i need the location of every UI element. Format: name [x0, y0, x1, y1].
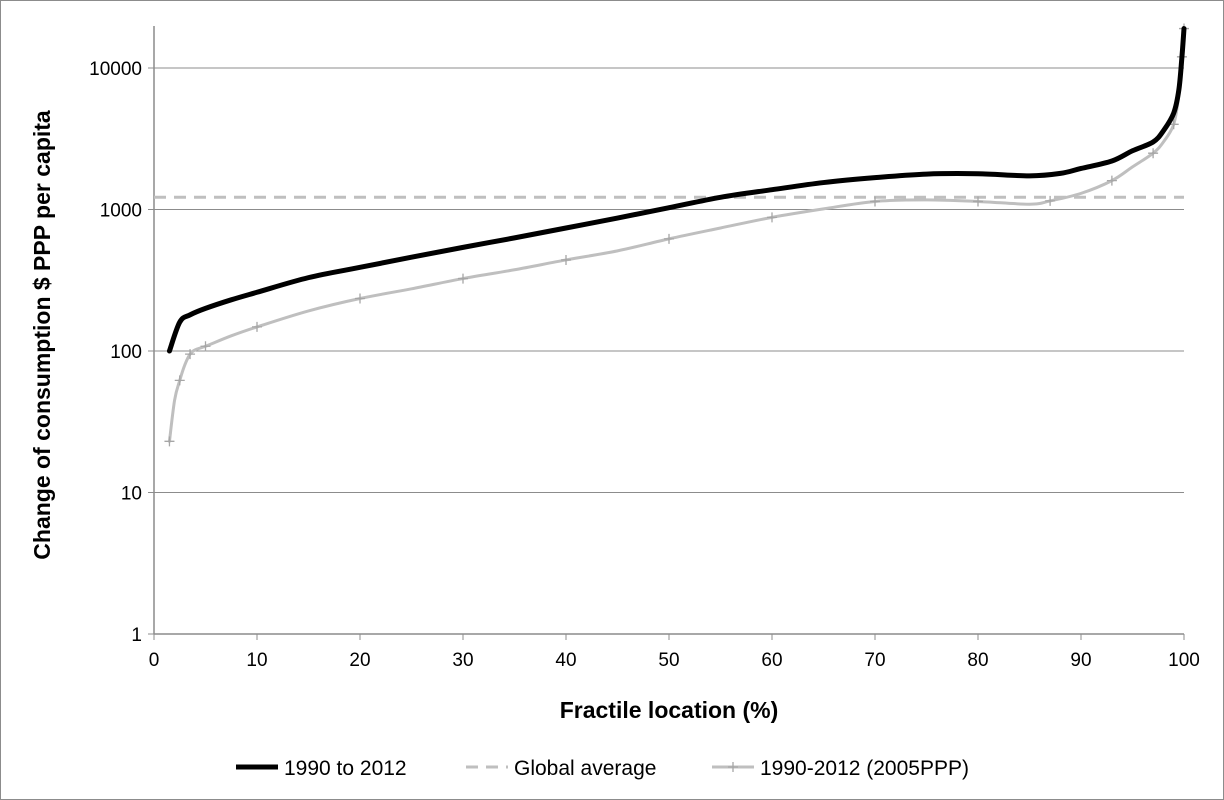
legend-item-1990-2012-2005ppp: 1990-2012 (2005PPP): [712, 757, 969, 780]
x-tick-label-60: 60: [761, 650, 782, 671]
x-tick-label-70: 70: [864, 650, 885, 671]
series-line-1990-to-2012: [166, 26, 1187, 354]
data-point-2005ppp-20: [870, 196, 880, 207]
data-point-2005ppp-14: [561, 254, 571, 265]
legend-marker-2005ppp: [728, 762, 738, 772]
legend-item-global-average: Global average: [466, 757, 656, 780]
x-tick-label-20: 20: [349, 650, 370, 671]
data-point-2005ppp-24: [1045, 195, 1056, 206]
y-tick-label-100: 100: [110, 342, 142, 363]
data-point-2005ppp-8: [252, 321, 262, 332]
data-point-2005ppp-16: [664, 233, 674, 244]
x-tick-label-100: 100: [1168, 650, 1200, 671]
x-tick-label-50: 50: [658, 650, 679, 671]
x-tick-label-0: 0: [149, 650, 160, 671]
series-layer: [154, 23, 1189, 447]
x-tick-labels: 0 10 20 30 40 50 60 70 80 90 100: [149, 650, 1200, 671]
x-tick-label-40: 40: [555, 650, 576, 671]
gridlines: [148, 67, 1185, 640]
x-axis-title: Fractile location (%): [560, 697, 779, 723]
y-tick-label-10000: 10000: [89, 59, 142, 80]
data-point-2005ppp-22: [973, 196, 983, 207]
x-tick-label-90: 90: [1070, 650, 1091, 671]
data-point-2005ppp-18: [767, 212, 777, 223]
x-tick-label-30: 30: [452, 650, 473, 671]
y-tick-labels: 1 10 100 1000 10000: [89, 59, 142, 646]
legend-item-1990-to-2012: 1990 to 2012: [236, 757, 407, 780]
legend-label: 1990 to 2012: [284, 757, 407, 780]
legend-label: 1990-2012 (2005PPP): [760, 757, 969, 780]
y-tick-label-1: 1: [131, 625, 142, 646]
y-tick-label-10: 10: [121, 484, 142, 505]
series-line-1990-2012-2005ppp: [167, 27, 1186, 443]
x-tick-label-10: 10: [246, 650, 267, 671]
data-point-2005ppp-2: [174, 375, 185, 386]
data-point-2005ppp-6: [200, 341, 211, 352]
y-axis-title: Change of consumption $ PPP per capita: [29, 110, 55, 560]
data-point-2005ppp-12: [458, 273, 468, 284]
data-point-2005ppp-26: [1106, 175, 1117, 186]
x-tick-label-80: 80: [967, 650, 988, 671]
legend-label: Global average: [514, 757, 656, 780]
y-tick-label-1000: 1000: [100, 201, 142, 222]
data-point-2005ppp-0: [164, 436, 175, 447]
legend: 1990 to 2012 Global average 1990-2012 (200…: [236, 757, 969, 780]
data-point-2005ppp-10: [355, 293, 365, 304]
data-point-2005ppp-4: [185, 349, 196, 360]
data-point-2005ppp-28: [1148, 148, 1159, 159]
